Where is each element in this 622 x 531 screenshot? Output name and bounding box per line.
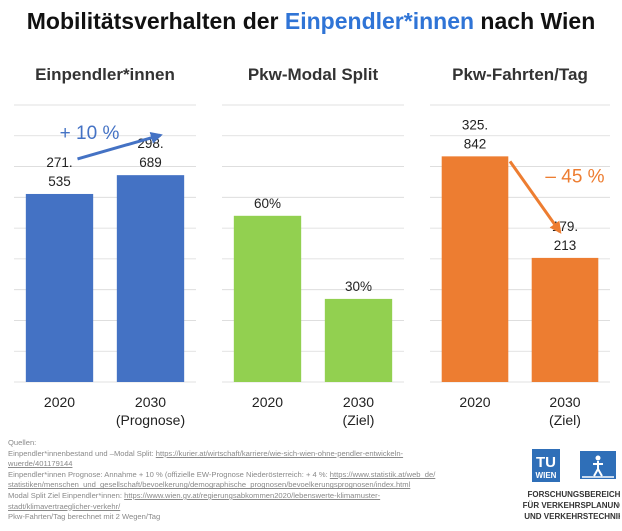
logo-wien-text: WIEN [536,471,557,480]
chart-title: Einpendler*innen [35,65,175,84]
annotation-text: + 10 % [60,123,120,144]
x-tick-label: 2020 [252,394,283,410]
source-link[interactable]: https://www.wien.gv.at/regierungsabkomme… [124,490,381,500]
source-link[interactable]: stadt/klimavertraeglicher-verkehr/ [8,501,121,511]
source-link[interactable]: https://kurier.at/wirtschaft/karriere/wi… [155,448,404,458]
data-label: 689 [139,155,162,170]
source-link[interactable]: statistiken/menschen_und_gesellschaft/be… [8,480,411,490]
source-lines: Einpendler*innenbestand und –Modal Split… [8,449,500,523]
source-line: Einpendler*innenbestand und –Modal Split… [8,449,500,460]
title-part1: Mobilitätsverhalten der [26,8,285,34]
source-link[interactable]: wuerde/401179144 [8,459,73,469]
x-tick-sublabel: (Ziel) [549,412,581,428]
data-label: 60% [254,196,281,211]
annotation-arrow [77,132,163,161]
annotation-arrow [508,160,562,234]
annotation-text: – 45 % [545,166,604,187]
source-text: Pkw-Fahrten/Tag berechnet mit 2 Wegen/Ta… [8,512,161,522]
chart-title: Pkw-Fahrten/Tag [452,65,588,84]
logo-tu-text: TU [536,454,556,471]
chart-title: Pkw-Modal Split [248,65,379,84]
data-label: 271. [46,155,72,170]
bar [233,215,302,382]
x-tick-label: 2020 [44,394,75,410]
source-line: Modal Split Ziel Einpendler*innen: https… [8,491,500,502]
x-tick-label: 2020 [459,394,490,410]
sources-heading: Quellen: [8,438,37,447]
title-highlight: Einpendler*innen [284,8,475,34]
source-link[interactable]: https://www.statistik.at/web_de/ [329,469,436,479]
x-tick-label: 2030 [135,394,166,410]
data-label: 325. [462,117,488,132]
source-line: stadt/klimavertraeglicher-verkehr/ [8,502,500,513]
x-tick-sublabel: (Prognose) [116,412,185,428]
title-part2: nach Wien [474,8,596,34]
source-line: statistiken/menschen_und_gesellschaft/be… [8,480,500,491]
logo-caption-2: FÜR VERKEHRSPLANUNG [523,501,620,510]
bar [116,175,185,382]
charts-area: Einpendler*innen271.5352020298.6892030(P… [14,65,610,428]
data-label: 842 [464,136,487,151]
source-line: Einpendler*innen Prognose: Annahme + 10 … [8,470,500,481]
pedestrian-crossing-icon [582,455,614,478]
bar [324,298,393,382]
page-title: Mobilitätsverhalten der Einpendler*innen… [0,8,622,35]
sources-block: Quellen: Einpendler*innenbestand und –Mo… [8,438,500,523]
source-line: wuerde/401179144 [8,459,500,470]
source-line: Pkw-Fahrten/Tag berechnet mit 2 Wegen/Ta… [8,512,500,523]
source-text: Einpendler*innenbestand und –Modal Split… [8,448,156,458]
bar [531,257,599,382]
bar [441,156,509,382]
bar [25,193,94,382]
x-tick-label: 2030 [343,394,374,410]
x-tick-sublabel: (Ziel) [343,412,375,428]
tu-wien-logo: TU WIEN FORSCHUNGSBEREICH FÜR VERKEHRSPL… [523,449,620,521]
data-label: 30% [345,279,372,294]
data-label: 535 [48,174,71,189]
data-label: 213 [554,238,577,253]
logo-caption-3: UND VERKEHRSTECHNIK [524,512,620,521]
x-tick-label: 2030 [549,394,580,410]
source-text: Modal Split Ziel Einpendler*innen: [8,490,125,500]
source-text: Einpendler*innen Prognose: Annahme + 10 … [8,469,330,479]
logo-caption-1: FORSCHUNGSBEREICH [528,490,620,499]
